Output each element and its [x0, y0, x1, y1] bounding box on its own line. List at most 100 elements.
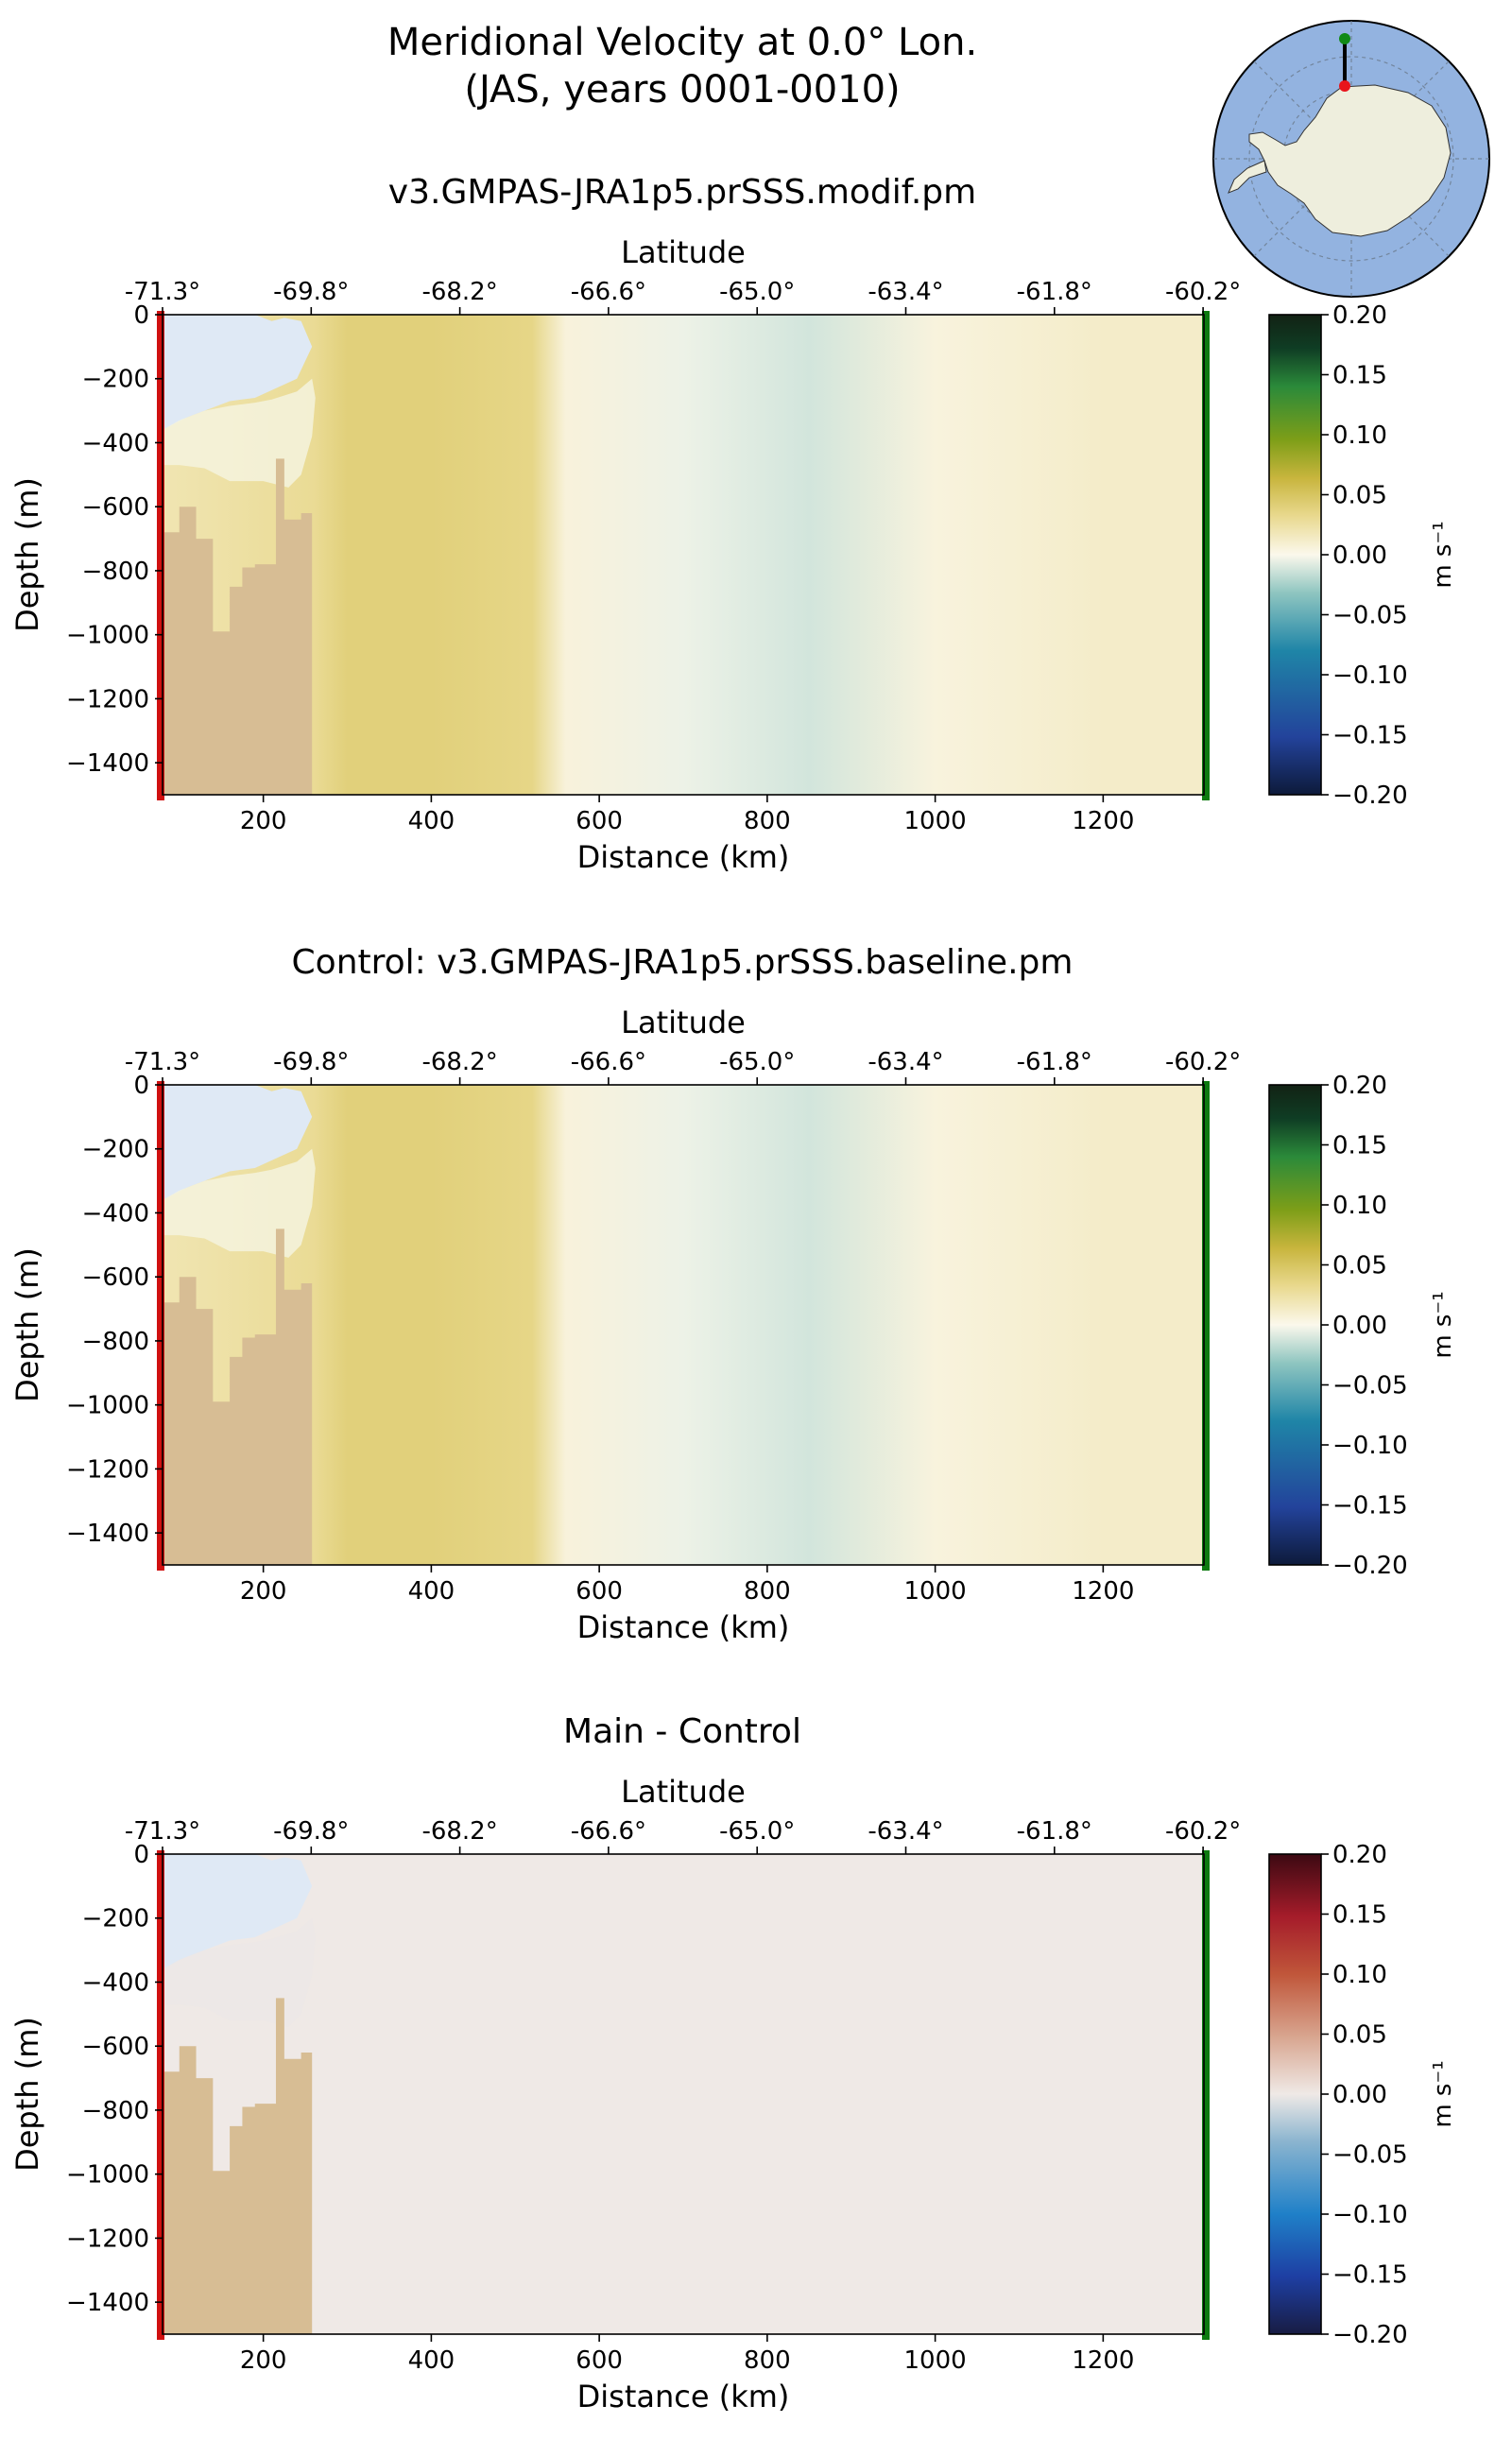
colorbar [1268, 1084, 1322, 1566]
x-tick-label: 600 [576, 807, 623, 835]
lat-tick-label: -61.8° [1017, 278, 1092, 306]
ice-shelf [163, 1085, 313, 1200]
x-axis-label: Distance (km) [577, 839, 790, 875]
colorbar-tick-label: −0.10 [1332, 662, 1408, 690]
lat-tick-label: -71.3° [125, 1817, 200, 1846]
colorbar-tick-label: 0.15 [1332, 1132, 1387, 1160]
plot-frame [162, 314, 1205, 796]
panel-modif: v3.GMPAS-JRA1p5.prSSS.modif.pm 200 400 600 8… [9, 173, 1457, 875]
ice-shelf [163, 315, 313, 430]
lat-tick-label: -61.8° [1017, 1048, 1092, 1076]
colorbar-tick-label: 0.05 [1332, 1252, 1387, 1280]
lat-tick-label: -65.0° [719, 278, 795, 306]
colorbar [1268, 314, 1322, 796]
latitude-axis-label: Latitude [621, 234, 746, 270]
y-tick-label: −1000 [66, 622, 149, 650]
lat-tick-label: -63.4° [868, 278, 943, 306]
lat-tick-label: -65.0° [719, 1817, 795, 1846]
y-tick-label: −1400 [66, 749, 149, 778]
colorbar-tick-label: 0.00 [1332, 2081, 1387, 2109]
inset-section-end-marker [1339, 33, 1350, 44]
lat-tick-label: -66.6° [571, 1817, 646, 1846]
x-tick-label: 800 [744, 2346, 791, 2375]
velocity-field [163, 315, 1204, 795]
latitude-axis-label: Latitude [621, 1005, 746, 1040]
lat-tick-label: -65.0° [719, 1048, 795, 1076]
x-tick-label: 200 [240, 2346, 287, 2375]
colorbar-tick-label: −0.20 [1332, 1552, 1408, 1580]
panel-title: Main - Control [563, 1712, 801, 1751]
x-tick-label: 1000 [904, 2346, 967, 2375]
colorbar-tick-label: 0.00 [1332, 1312, 1387, 1340]
colorbar-tick-label: 0.15 [1332, 362, 1387, 390]
x-tick-label: 600 [576, 1577, 623, 1606]
lat-tick-label: -69.8° [273, 1817, 349, 1846]
section-start-bar [157, 311, 164, 800]
colorbar-tick-label: 0.20 [1332, 301, 1387, 330]
x-tick-label: 800 [744, 1577, 791, 1606]
y-tick-label: −400 [82, 1968, 149, 1997]
x-tick-label: 1200 [1072, 1577, 1134, 1606]
panel-title: v3.GMPAS-JRA1p5.prSSS.modif.pm [388, 173, 976, 212]
lat-tick-label: -69.8° [273, 1048, 349, 1076]
inset-antarctica-map-icon [1212, 20, 1490, 298]
colorbar-tick-label: −0.10 [1332, 2201, 1408, 2229]
x-tick-label: 200 [240, 807, 287, 835]
y-tick-label: −800 [82, 558, 149, 586]
x-tick-label: 1000 [904, 807, 967, 835]
lat-tick-label: -60.2° [1165, 278, 1241, 306]
y-tick-label: −200 [82, 366, 149, 394]
y-tick-label: −1400 [66, 1520, 149, 1548]
lat-tick-label: -66.6° [571, 278, 646, 306]
colorbar-tick-label: −0.05 [1332, 602, 1408, 630]
y-tick-label: −800 [82, 1328, 149, 1356]
velocity-field [163, 1085, 1204, 1565]
seafloor-bathymetry [163, 458, 313, 795]
lat-tick-label: -68.2° [421, 1048, 497, 1076]
y-tick-label: −400 [82, 429, 149, 457]
y-tick-label: 0 [133, 301, 149, 330]
colorbar-tick-label: −0.05 [1332, 1372, 1408, 1400]
colorbar-tick-label: −0.05 [1332, 2141, 1408, 2170]
x-axis-label: Distance (km) [577, 2379, 790, 2414]
panel-difference: Main - Control 200 400 600 800 1000 1200 Distan… [9, 1712, 1457, 2414]
y-tick-label: −1000 [66, 1392, 149, 1420]
colorbar-label: m s⁻¹ [1429, 2060, 1457, 2127]
y-tick-label: −200 [82, 1905, 149, 1933]
seafloor-bathymetry [163, 1998, 313, 2334]
x-tick-label: 400 [408, 1577, 455, 1606]
panel-control: Control: v3.GMPAS-JRA1p5.prSSS.baseline.… [9, 943, 1457, 1645]
colorbar-tick-label: −0.20 [1332, 782, 1408, 810]
colorbar [1268, 1853, 1322, 2335]
lat-tick-label: -61.8° [1017, 1817, 1092, 1846]
lat-tick-label: -60.2° [1165, 1817, 1241, 1846]
x-tick-label: 1000 [904, 1577, 967, 1606]
plot-frame [162, 1853, 1205, 2335]
x-tick-label: 600 [576, 2346, 623, 2375]
x-tick-label: 800 [744, 807, 791, 835]
y-tick-label: −1200 [66, 685, 149, 713]
section-start-bar [157, 1850, 164, 2340]
colorbar-tick-label: −0.15 [1332, 1492, 1408, 1521]
x-tick-label: 200 [240, 1577, 287, 1606]
y-tick-label: −600 [82, 493, 149, 522]
section-end-bar [1202, 1850, 1210, 2340]
section-end-bar [1202, 1081, 1210, 1571]
lat-tick-label: -60.2° [1165, 1048, 1241, 1076]
x-tick-label: 1200 [1072, 2346, 1134, 2375]
colorbar-tick-label: 0.10 [1332, 1961, 1387, 1989]
x-axis-label: Distance (km) [577, 1609, 790, 1645]
x-tick-label: 1200 [1072, 807, 1134, 835]
lat-tick-label: -68.2° [421, 278, 497, 306]
lat-tick-label: -71.3° [125, 278, 200, 306]
lat-tick-label: -69.8° [273, 278, 349, 306]
y-tick-label: −1400 [66, 2289, 149, 2317]
lat-tick-label: -63.4° [868, 1817, 943, 1846]
plot-frame [162, 1084, 1205, 1566]
y-axis-label: Depth (m) [9, 2017, 45, 2172]
y-tick-label: −400 [82, 1199, 149, 1228]
colorbar-tick-label: 0.05 [1332, 2021, 1387, 2050]
lat-tick-label: -68.2° [421, 1817, 497, 1846]
lat-tick-label: -63.4° [868, 1048, 943, 1076]
